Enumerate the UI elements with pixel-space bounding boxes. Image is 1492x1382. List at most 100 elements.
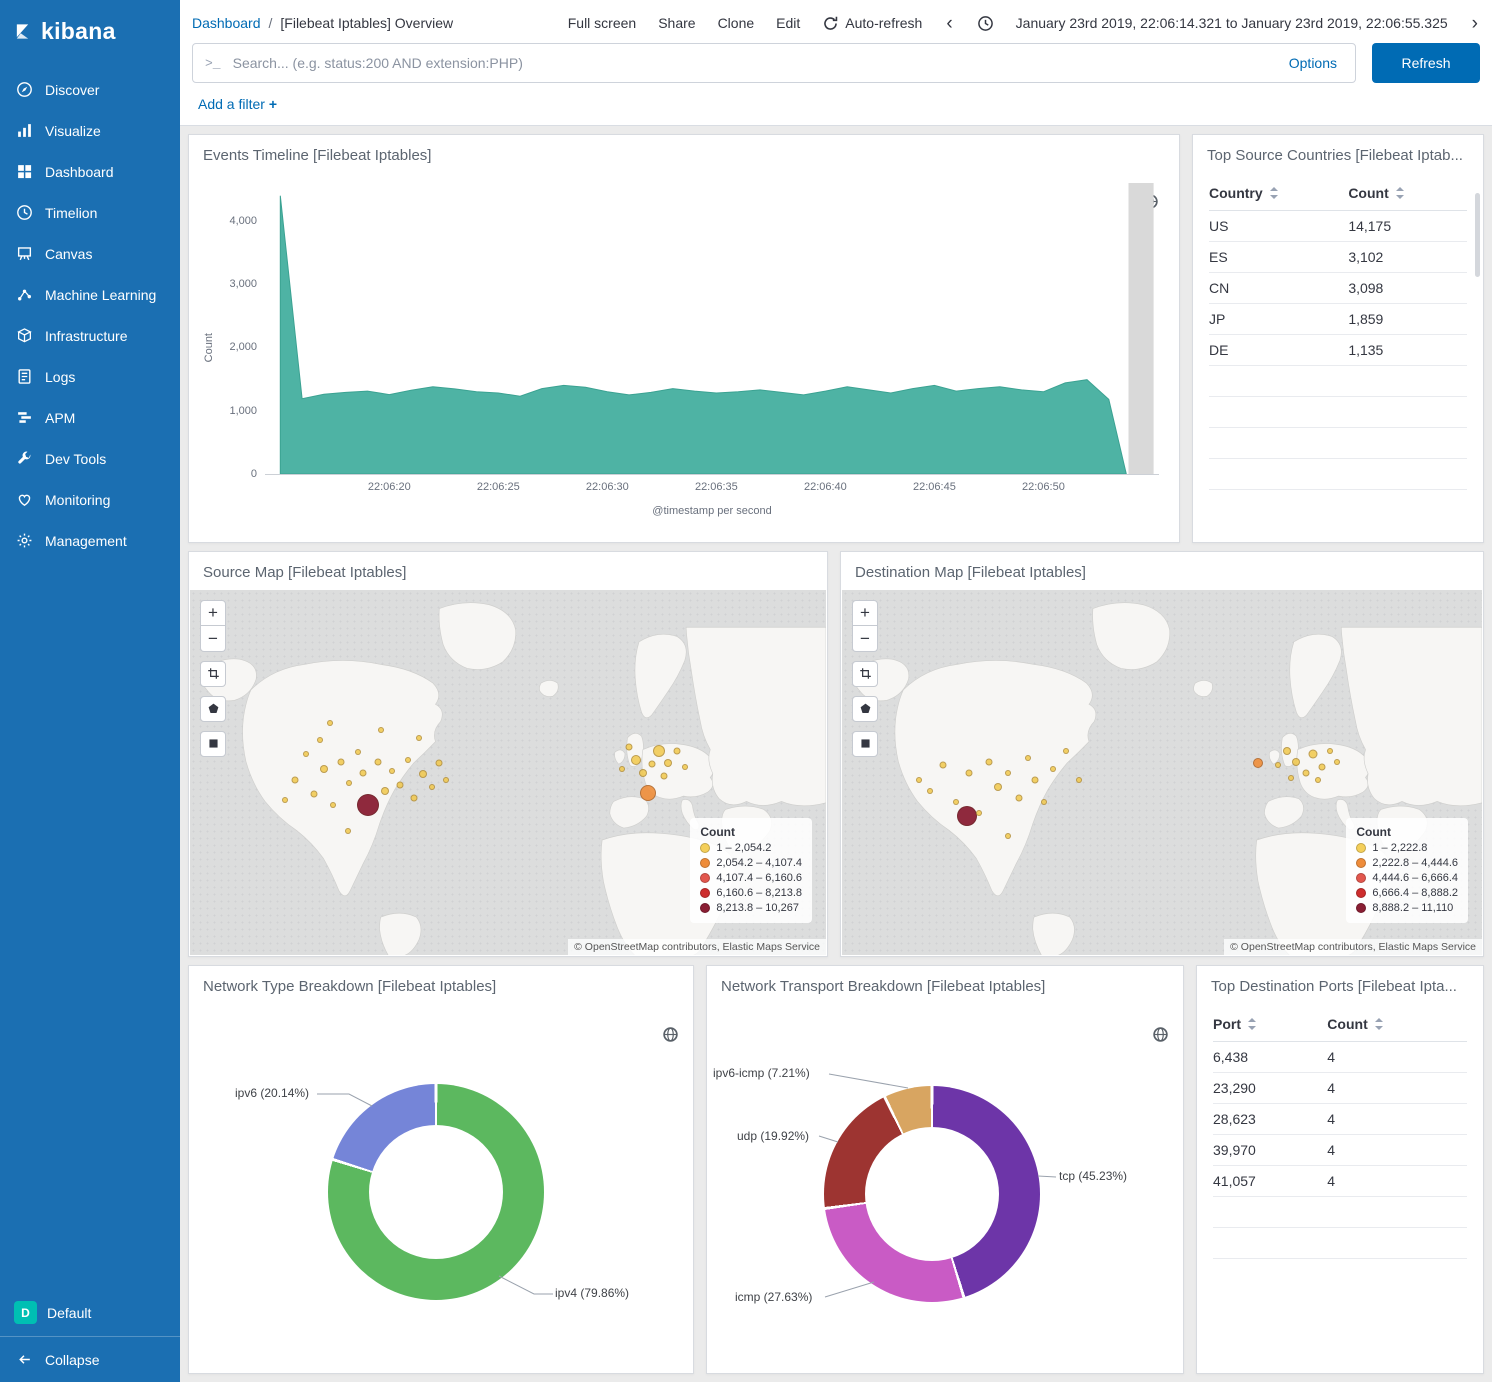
refresh-button[interactable]: Refresh bbox=[1372, 43, 1480, 83]
query-options-link[interactable]: Options bbox=[1283, 54, 1343, 72]
map-marker[interactable] bbox=[965, 769, 972, 776]
sidebar-item-timelion[interactable]: Timelion bbox=[0, 192, 180, 233]
column-header-count[interactable]: Count bbox=[1327, 1007, 1467, 1042]
map-marker[interactable] bbox=[338, 758, 345, 765]
map-marker[interactable] bbox=[661, 773, 668, 780]
zoom-in-button[interactable]: + bbox=[200, 600, 226, 626]
sidebar-item-monitoring[interactable]: Monitoring bbox=[0, 479, 180, 520]
map-marker[interactable] bbox=[396, 782, 403, 789]
map-marker[interactable] bbox=[389, 768, 395, 774]
map-marker[interactable] bbox=[355, 749, 361, 755]
sidebar-item-machine-learning[interactable]: Machine Learning bbox=[0, 274, 180, 315]
map-marker[interactable] bbox=[631, 755, 641, 765]
map-marker[interactable] bbox=[916, 777, 922, 783]
sidebar-item-logs[interactable]: Logs bbox=[0, 356, 180, 397]
map-marker[interactable] bbox=[429, 784, 435, 790]
map-marker[interactable] bbox=[346, 780, 352, 786]
map-marker[interactable] bbox=[1334, 759, 1340, 765]
map-marker[interactable] bbox=[357, 794, 379, 816]
map-marker[interactable] bbox=[1005, 833, 1011, 839]
map-marker[interactable] bbox=[1283, 747, 1291, 755]
map-marker[interactable] bbox=[1275, 762, 1281, 768]
edit-button[interactable]: Edit bbox=[776, 15, 800, 31]
map-marker[interactable] bbox=[653, 745, 665, 757]
fit-bounds-button[interactable] bbox=[200, 661, 226, 687]
zoom-in-button[interactable]: + bbox=[852, 600, 878, 626]
map-marker[interactable] bbox=[381, 787, 389, 795]
column-header-port[interactable]: Port bbox=[1213, 1007, 1327, 1042]
map-marker[interactable] bbox=[648, 761, 655, 768]
draw-polygon-button[interactable] bbox=[200, 696, 226, 722]
breadcrumb-dashboard-link[interactable]: Dashboard bbox=[192, 15, 261, 31]
map-marker[interactable] bbox=[320, 765, 328, 773]
map-marker[interactable] bbox=[1309, 750, 1318, 759]
map-marker[interactable] bbox=[291, 776, 298, 783]
donut-ring[interactable] bbox=[824, 1086, 1040, 1302]
sidebar-item-discover[interactable]: Discover bbox=[0, 69, 180, 110]
time-back-chevron[interactable]: ‹ bbox=[944, 14, 954, 33]
sidebar-item-dev-tools[interactable]: Dev Tools bbox=[0, 438, 180, 479]
draw-rectangle-button[interactable] bbox=[852, 731, 878, 757]
map-marker[interactable] bbox=[994, 783, 1002, 791]
map-marker[interactable] bbox=[410, 795, 417, 802]
map-marker[interactable] bbox=[378, 727, 384, 733]
clone-button[interactable]: Clone bbox=[718, 15, 755, 31]
map-marker[interactable] bbox=[317, 737, 323, 743]
sidebar-collapse-button[interactable]: Collapse bbox=[0, 1336, 180, 1382]
map-marker[interactable] bbox=[419, 770, 427, 778]
sidebar-item-dashboard[interactable]: Dashboard bbox=[0, 151, 180, 192]
map-marker[interactable] bbox=[327, 720, 333, 726]
add-filter-button[interactable]: Add a filter + bbox=[192, 95, 283, 113]
map-marker[interactable] bbox=[682, 764, 688, 770]
full-screen-button[interactable]: Full screen bbox=[568, 15, 636, 31]
plot-area[interactable] bbox=[265, 183, 1159, 475]
map-marker[interactable] bbox=[375, 758, 382, 765]
map-marker[interactable] bbox=[359, 769, 366, 776]
auto-refresh-button[interactable]: Auto-refresh bbox=[822, 15, 922, 32]
sidebar-item-apm[interactable]: APM bbox=[0, 397, 180, 438]
sidebar-item-infrastructure[interactable]: Infrastructure bbox=[0, 315, 180, 356]
map-marker[interactable] bbox=[1025, 755, 1031, 761]
map-marker[interactable] bbox=[1041, 799, 1047, 805]
map-marker[interactable] bbox=[443, 777, 449, 783]
map-marker[interactable] bbox=[1032, 776, 1039, 783]
map-marker[interactable] bbox=[436, 760, 443, 767]
map-marker[interactable] bbox=[1005, 770, 1011, 776]
fit-bounds-button[interactable] bbox=[852, 661, 878, 687]
map-marker[interactable] bbox=[1076, 777, 1082, 783]
map-marker[interactable] bbox=[416, 735, 422, 741]
map-marker[interactable] bbox=[405, 757, 411, 763]
map-marker[interactable] bbox=[1303, 769, 1310, 776]
map-marker[interactable] bbox=[1327, 748, 1333, 754]
map-canvas[interactable]: + − Count 1 – 2,222.82,222.8 – 4,444.64,… bbox=[842, 590, 1482, 956]
map-marker[interactable] bbox=[282, 797, 288, 803]
map-marker[interactable] bbox=[986, 758, 993, 765]
map-marker[interactable] bbox=[625, 743, 632, 750]
scrollbar-thumb[interactable] bbox=[1475, 193, 1480, 277]
map-marker[interactable] bbox=[639, 769, 647, 777]
map-marker[interactable] bbox=[311, 791, 318, 798]
sidebar-item-canvas[interactable]: Canvas bbox=[0, 233, 180, 274]
map-marker[interactable] bbox=[940, 762, 947, 769]
map-marker[interactable] bbox=[1015, 795, 1022, 802]
map-marker[interactable] bbox=[664, 759, 672, 767]
space-switcher-default[interactable]: D Default bbox=[0, 1289, 180, 1336]
zoom-out-button[interactable]: − bbox=[852, 626, 878, 652]
draw-rectangle-button[interactable] bbox=[200, 731, 226, 757]
donut-ring[interactable] bbox=[328, 1084, 544, 1300]
kibana-logo[interactable]: kibana bbox=[0, 0, 180, 69]
zoom-out-button[interactable]: − bbox=[200, 626, 226, 652]
map-marker[interactable] bbox=[1319, 764, 1326, 771]
sidebar-item-visualize[interactable]: Visualize bbox=[0, 110, 180, 151]
map-marker[interactable] bbox=[1253, 758, 1263, 768]
share-button[interactable]: Share bbox=[658, 15, 695, 31]
map-marker[interactable] bbox=[619, 766, 625, 772]
map-marker[interactable] bbox=[957, 806, 977, 826]
column-header-count[interactable]: Count bbox=[1348, 176, 1467, 211]
map-marker[interactable] bbox=[303, 751, 309, 757]
map-marker[interactable] bbox=[927, 788, 933, 794]
map-marker[interactable] bbox=[953, 799, 959, 805]
time-forward-chevron[interactable]: › bbox=[1470, 14, 1480, 33]
time-range-display[interactable]: January 23rd 2019, 22:06:14.321 to Janua… bbox=[1016, 15, 1448, 31]
map-marker[interactable] bbox=[1063, 748, 1069, 754]
